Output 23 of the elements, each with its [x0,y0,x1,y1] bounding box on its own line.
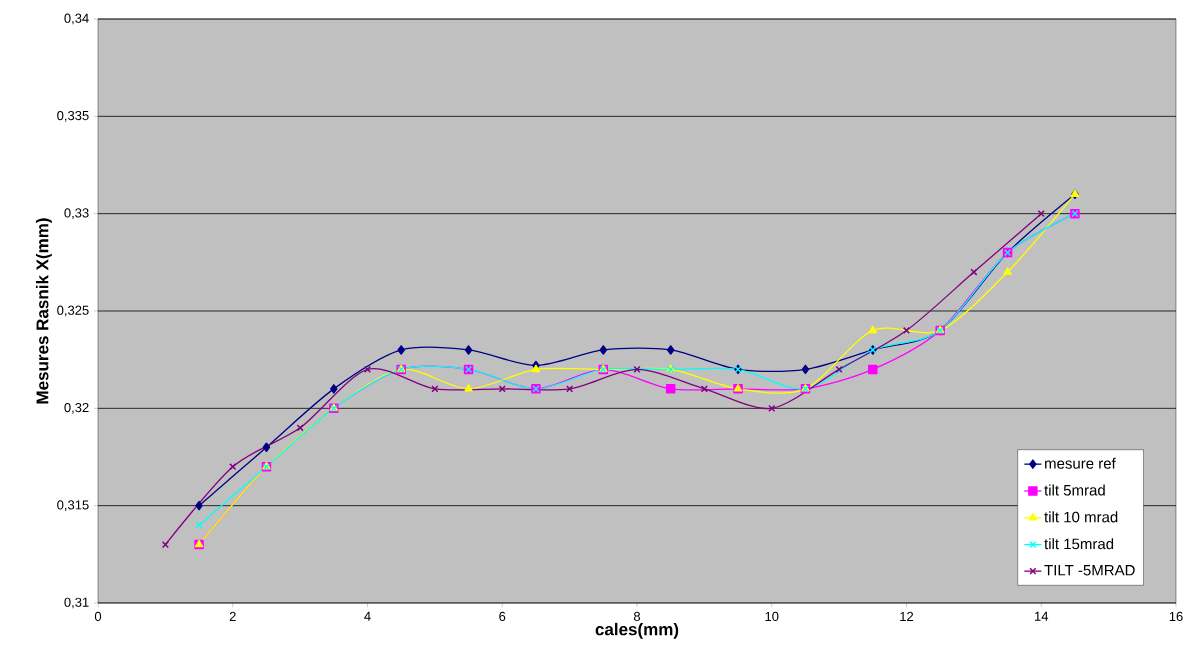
y-tick-label: 0,32 [64,402,89,414]
x-tick-label: 16 [1169,611,1183,621]
y-tick-label: 0,34 [64,13,89,25]
x-tick-label: 4 [364,611,371,621]
y-tick-label: 0,325 [57,305,89,317]
y-tick-label: 0,335 [57,110,89,122]
x-tick-label: 2 [229,611,236,621]
legend-label: tilt 15mrad [1044,538,1114,550]
x-tick-label: 6 [499,611,506,621]
legend-label: mesure ref [1045,457,1116,469]
y-axis-title: Mesures Rasnik X(mm) [35,218,52,404]
x-tick-label: 10 [765,611,779,621]
legend-label: tilt 10 mrad [1044,511,1118,523]
y-tick-label: 0,315 [57,500,89,512]
y-tick-label: 0,33 [64,208,89,220]
x-tick-label: 0 [94,611,102,621]
y-tick-label: 0,31 [64,597,89,609]
legend-label: TILT -5MRAD [1044,565,1135,576]
x-tick-label: 14 [1035,611,1049,621]
x-tick-label: 12 [900,611,914,621]
legend-label: tilt 5mrad [1044,484,1105,496]
x-axis-title: cales(mm) [595,622,679,639]
x-tick-label: 8 [633,611,641,621]
